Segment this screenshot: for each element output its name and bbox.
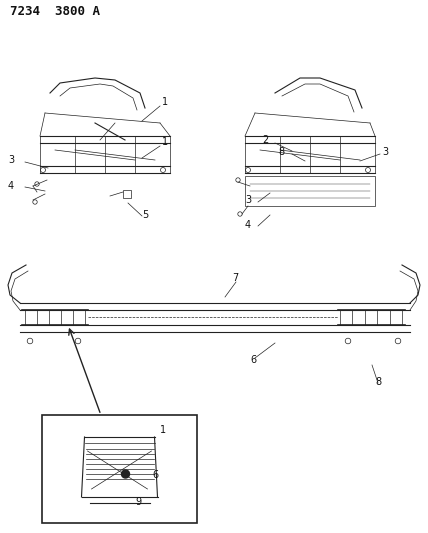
Bar [123,190,131,198]
Text: 1: 1 [160,425,166,435]
Text: 5: 5 [142,210,148,220]
Text: 1: 1 [162,137,168,147]
Text: 8: 8 [375,377,381,387]
Text: 9: 9 [135,497,141,507]
Text: 4: 4 [8,181,14,191]
Text: 2: 2 [262,135,268,145]
Text: 6: 6 [152,470,158,480]
Circle shape [122,470,130,478]
Text: 3: 3 [382,147,388,157]
Bar [245,176,375,206]
Bar [42,415,197,523]
Text: 3: 3 [8,155,14,165]
Text: 8: 8 [278,147,284,157]
Text: 1: 1 [162,97,168,107]
Text: 6: 6 [250,355,256,365]
Text: 7: 7 [232,273,238,283]
Text: 7234  3800 A: 7234 3800 A [10,5,100,18]
Text: 4: 4 [245,220,251,230]
Text: 3: 3 [245,195,251,205]
